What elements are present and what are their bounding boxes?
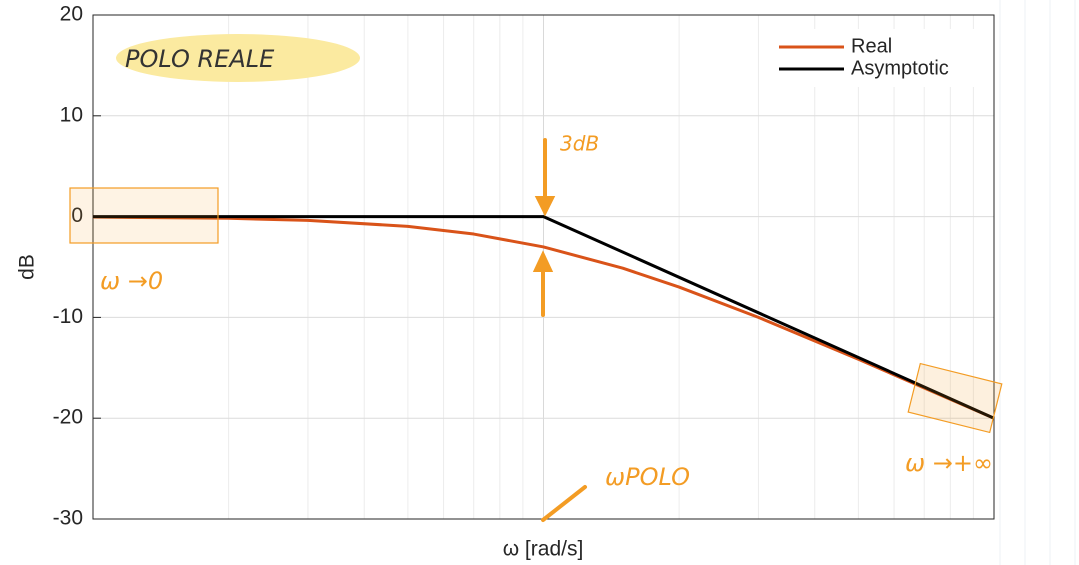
highlight-box: [69, 187, 219, 244]
x-axis-label: ω [rad/s]: [503, 538, 584, 561]
y-axis-label: dB: [16, 254, 39, 280]
annotation: ωPOLO: [605, 463, 690, 491]
legend-label: Asymptotic: [851, 57, 949, 79]
y-tick-label: 20: [60, 3, 83, 26]
legend-box: [771, 29, 976, 87]
paper-strip: [999, 0, 1079, 565]
y-tick-label: -30: [53, 507, 83, 530]
y-tick-label: 10: [60, 103, 83, 126]
highlight-box: [907, 362, 1003, 434]
annotation: POLO REALE: [125, 45, 275, 73]
highlight: [116, 34, 360, 82]
y-tick-label: -10: [53, 305, 83, 328]
annotation: ω →+∞: [905, 449, 993, 477]
annotation: ω →0: [100, 267, 163, 295]
legend-label: Real: [851, 35, 892, 57]
annotations: POLO REALE 3dB ω →0 ω →+∞ ωPOLO: [69, 34, 1003, 522]
arrows: [532, 138, 587, 522]
annotation: 3dB: [560, 132, 599, 156]
y-tick-label: -20: [53, 406, 83, 429]
series-line: [93, 215, 995, 420]
y-tick-label: 0: [71, 204, 83, 227]
